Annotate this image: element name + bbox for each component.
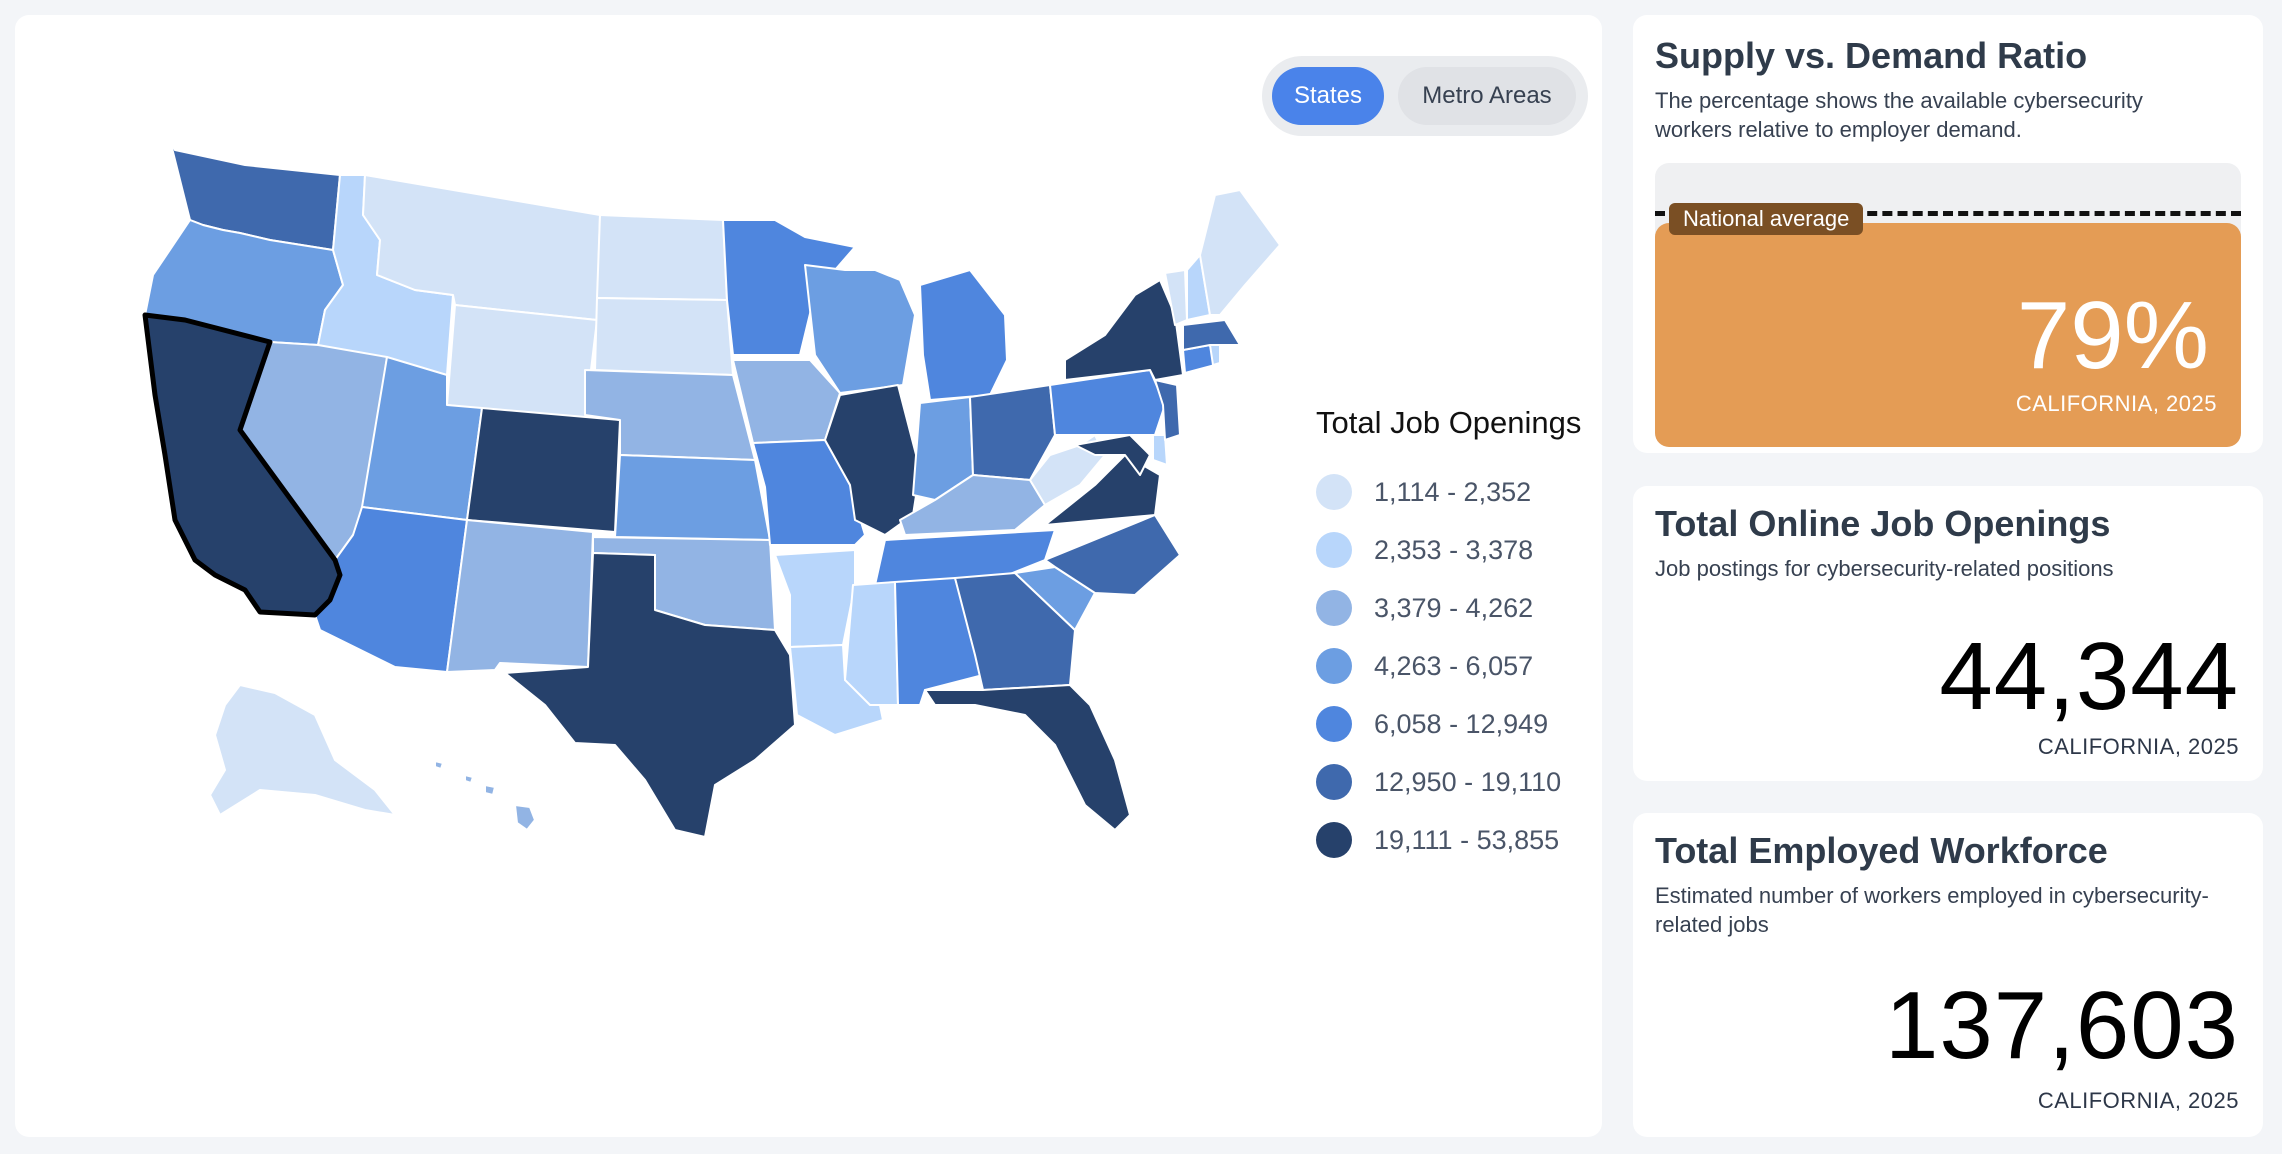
legend-swatch: [1316, 822, 1352, 858]
state-il[interactable]: [824, 384, 921, 536]
us-choropleth-map: [142, 139, 1281, 838]
legend-swatch: [1316, 648, 1352, 684]
job-openings-caption: CALIFORNIA, 2025: [2037, 734, 2239, 759]
map-legend: Total Job Openings 1,114 - 2,352 2,353 - …: [1316, 405, 1606, 869]
legend-item: 4,263 - 6,057: [1316, 637, 1606, 695]
state-fl[interactable]: [924, 684, 1131, 831]
state-ar[interactable]: [774, 549, 856, 648]
supply-demand-title: Supply vs. Demand Ratio: [1655, 35, 2088, 76]
ratio-bar-track: National average 79% CALIFORNIA, 2025: [1655, 163, 2241, 447]
state-ks[interactable]: [614, 454, 771, 541]
job-openings-card: Total Online Job Openings Job postings f…: [1633, 486, 2263, 781]
state-oh[interactable]: [969, 384, 1056, 481]
states-toggle-button[interactable]: States: [1272, 67, 1384, 125]
ratio-caption: CALIFORNIA, 2025: [2015, 391, 2217, 416]
employed-workforce-caption: CALIFORNIA, 2025: [2037, 1088, 2239, 1113]
state-tn[interactable]: [874, 529, 1056, 586]
view-toggle: States Metro Areas: [1262, 56, 1588, 136]
state-nj[interactable]: [1154, 379, 1181, 441]
legend-label: 3,379 - 4,262: [1374, 592, 1534, 623]
legend-item: 12,950 - 19,110: [1316, 753, 1606, 811]
state-nd[interactable]: [596, 214, 728, 301]
state-mi[interactable]: [919, 269, 1008, 401]
state-ia[interactable]: [732, 359, 841, 444]
employed-workforce-card: Total Employed Workforce Estimated numbe…: [1633, 813, 2263, 1137]
map-panel: States Metro Areas Total Job Openings 1,…: [15, 15, 1602, 1137]
legend-item: 19,111 - 53,855: [1316, 811, 1606, 869]
state-co[interactable]: [466, 407, 621, 533]
ratio-bar-fill: [1655, 222, 2241, 447]
state-wy[interactable]: [446, 304, 598, 421]
state-ak[interactable]: [209, 684, 396, 816]
national-average-label: National average: [1669, 203, 1864, 236]
legend-label: 1,114 - 2,352: [1374, 476, 1532, 507]
state-sd[interactable]: [594, 297, 734, 376]
metro-areas-toggle-button[interactable]: Metro Areas: [1398, 67, 1576, 125]
state-tx[interactable]: [504, 552, 796, 838]
legend-title: Total Job Openings: [1316, 405, 1582, 440]
employed-workforce-subtitle: Estimated number of workers employed in …: [1655, 883, 2209, 937]
supply-demand-subtitle: The percentage shows the available cyber…: [1655, 88, 2143, 142]
state-ca[interactable]: [142, 312, 343, 618]
legend-label: 12,950 - 19,110: [1374, 766, 1562, 797]
legend-swatch: [1316, 764, 1352, 800]
legend-item: 3,379 - 4,262: [1316, 579, 1606, 637]
job-openings-value: 44,344: [1939, 623, 2239, 730]
job-openings-title: Total Online Job Openings: [1655, 503, 2111, 544]
ratio-value: 79%: [2016, 282, 2209, 389]
job-openings-subtitle: Job postings for cybersecurity-related p…: [1655, 556, 2114, 581]
legend-swatch: [1316, 590, 1352, 626]
legend-item: 1,114 - 2,352: [1316, 463, 1606, 521]
state-ny[interactable]: [1064, 279, 1184, 381]
employed-workforce-value: 137,603: [1884, 972, 2239, 1079]
state-nm[interactable]: [446, 519, 594, 673]
legend-label: 4,263 - 6,057: [1374, 650, 1534, 681]
legend-item: 6,058 - 12,949: [1316, 695, 1606, 753]
state-ms[interactable]: [844, 581, 899, 706]
legend-swatch: [1316, 474, 1352, 510]
legend-label: 2,353 - 3,378: [1374, 534, 1534, 565]
state-wi[interactable]: [804, 264, 916, 394]
state-ma[interactable]: [1182, 319, 1241, 351]
legend-swatch: [1316, 532, 1352, 568]
state-me[interactable]: [1199, 189, 1281, 316]
employed-workforce-title: Total Employed Workforce: [1655, 830, 2108, 871]
legend-item: 2,353 - 3,378: [1316, 521, 1606, 579]
national-average-line: [1655, 211, 2241, 217]
supply-demand-card: Supply vs. Demand Ratio The percentage s…: [1633, 15, 2263, 453]
legend-swatch: [1316, 706, 1352, 742]
legend-label: 19,111 - 53,855: [1374, 824, 1560, 855]
state-hi[interactable]: [434, 760, 536, 831]
legend-label: 6,058 - 12,949: [1374, 708, 1549, 739]
state-de[interactable]: [1152, 434, 1168, 466]
